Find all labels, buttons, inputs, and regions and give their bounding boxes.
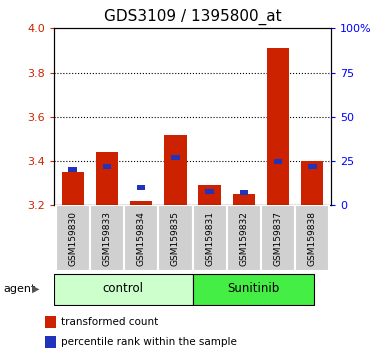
Text: GSM159832: GSM159832 — [239, 211, 248, 266]
Text: percentile rank within the sample: percentile rank within the sample — [62, 337, 237, 347]
Bar — [69, 167, 77, 172]
Text: GSM159835: GSM159835 — [171, 211, 180, 266]
Bar — [301, 161, 323, 205]
Bar — [55, 205, 90, 271]
Bar — [192, 205, 227, 271]
Text: GSM159833: GSM159833 — [102, 211, 111, 266]
FancyBboxPatch shape — [192, 274, 314, 304]
Bar — [239, 190, 248, 195]
Bar — [227, 205, 261, 271]
Bar — [164, 135, 186, 205]
Bar — [62, 172, 84, 205]
Bar — [96, 152, 118, 205]
Bar — [267, 48, 289, 205]
Text: GSM159837: GSM159837 — [274, 211, 283, 266]
Bar — [124, 205, 158, 271]
Text: GSM159834: GSM159834 — [137, 211, 146, 266]
Bar — [274, 159, 282, 164]
Text: control: control — [103, 282, 144, 295]
Bar — [90, 205, 124, 271]
Text: Sunitinib: Sunitinib — [227, 282, 280, 295]
Text: GSM159831: GSM159831 — [205, 211, 214, 266]
Text: agent: agent — [4, 284, 36, 294]
Bar — [103, 164, 111, 169]
Bar — [45, 336, 57, 348]
Bar — [199, 185, 221, 205]
Bar — [308, 164, 316, 169]
Bar — [158, 205, 192, 271]
FancyBboxPatch shape — [54, 274, 192, 304]
Bar — [171, 155, 180, 160]
Bar — [137, 185, 146, 190]
Bar — [205, 189, 214, 194]
Bar — [295, 205, 330, 271]
Text: GDS3109 / 1395800_at: GDS3109 / 1395800_at — [104, 9, 281, 25]
Bar — [45, 316, 57, 328]
Text: ▶: ▶ — [32, 284, 40, 294]
Bar — [261, 205, 295, 271]
Text: GSM159838: GSM159838 — [308, 211, 317, 266]
Bar — [233, 194, 255, 205]
Text: GSM159830: GSM159830 — [68, 211, 77, 266]
Bar — [130, 201, 152, 205]
Text: transformed count: transformed count — [62, 317, 159, 327]
